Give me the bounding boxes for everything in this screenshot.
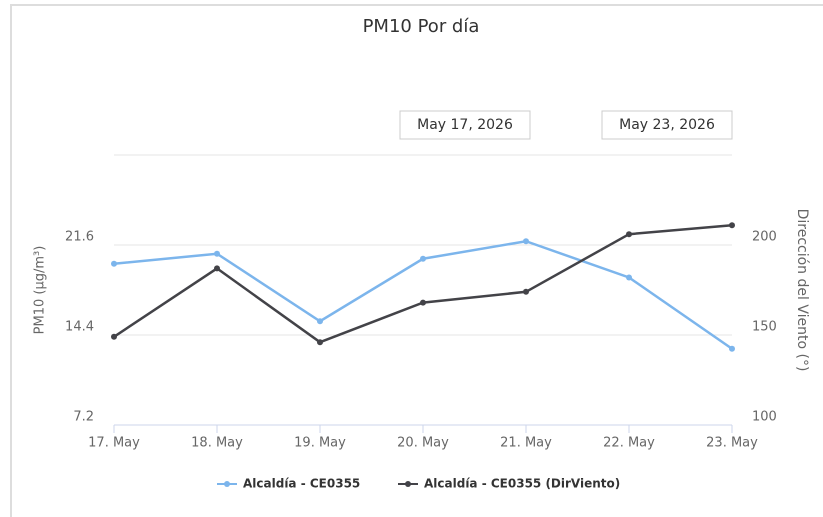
x-tick-label: 23. May [706,436,758,451]
y2-tick-label: 100 [752,410,777,425]
y-tick-label: 7.2 [73,410,94,425]
chart-title: PM10 Por día [363,16,480,37]
point [420,299,426,306]
x-tick-label: 20. May [397,436,449,451]
range-from-box[interactable] [399,110,531,140]
point [214,250,220,257]
y-tick-label: 21.6 [65,230,94,245]
point [111,260,117,267]
x-tick-label: 19. May [294,436,346,451]
y-tick-label: 14.4 [65,320,94,335]
point [111,333,117,340]
x-tick-label: 18. May [191,436,243,451]
range-to[interactable]: May 23, 2026 [619,117,715,133]
point [317,318,323,325]
y2-tick-label: 200 [752,230,777,245]
range-to-box[interactable] [601,110,733,140]
point [729,222,735,229]
point [626,274,632,281]
legend-label[interactable]: Alcaldía - CE0355 [243,477,360,491]
y2-axis-title: Dirección del Viento (°) [794,209,810,372]
legend-label[interactable]: Alcaldía - CE0355 (DirViento) [424,477,620,491]
y2-tick-label: 150 [752,320,777,335]
point [729,345,735,352]
legend-marker [405,481,411,487]
x-tick-label: 17. May [88,436,140,451]
point [214,265,220,272]
x-tick-label: 22. May [603,436,655,451]
legend-marker [224,481,230,487]
point [626,231,632,238]
point [523,288,529,295]
point [317,339,323,346]
x-tick-label: 21. May [500,436,552,451]
point [420,255,426,262]
point [523,238,529,245]
range-from[interactable]: May 17, 2026 [417,117,513,133]
y-axis-title: PM10 (µg/m³) [33,246,48,335]
